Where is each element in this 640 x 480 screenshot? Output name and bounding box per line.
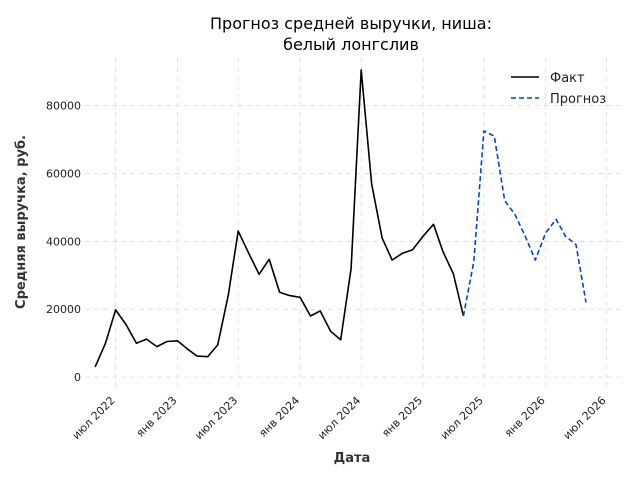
y-tick-label: 60000 [46,167,81,180]
chart-title-line-1: Прогноз средней выручки, ниша: [210,14,492,33]
series-layer [94,69,587,368]
legend-label-forecast: Прогноз [550,92,606,107]
x-tick-label: янв 2024 [256,394,302,440]
x-axis-label: Дата [334,451,371,466]
chart-title-line-2: белый лонгслив [283,35,419,54]
x-tick-label: июл 2023 [192,394,240,442]
x-tick-label: янв 2025 [379,394,425,440]
x-tick-label: июл 2026 [561,394,609,442]
x-tick-label: июл 2024 [315,394,363,442]
y-tick-label: 0 [74,371,81,384]
tick-labels: 0 20000 40000 60000 80000 июл 2022 янв 2023 июл… [46,100,609,442]
x-tick-label: июл 2022 [70,394,118,442]
legend: Факт Прогноз [511,71,606,107]
x-tick-label: янв 2026 [502,394,548,440]
y-tick-label: 40000 [46,235,81,248]
series-line-forecast [462,130,587,317]
y-axis-label: Средняя выручка, руб. [14,135,29,309]
y-tick-label: 80000 [46,100,81,113]
grid [85,58,622,389]
series-line-fact [94,69,465,368]
y-tick-label: 20000 [46,303,81,316]
x-tick-label: янв 2023 [134,394,180,440]
legend-label-fact: Факт [550,71,585,86]
x-tick-label: июл 2025 [438,394,486,442]
